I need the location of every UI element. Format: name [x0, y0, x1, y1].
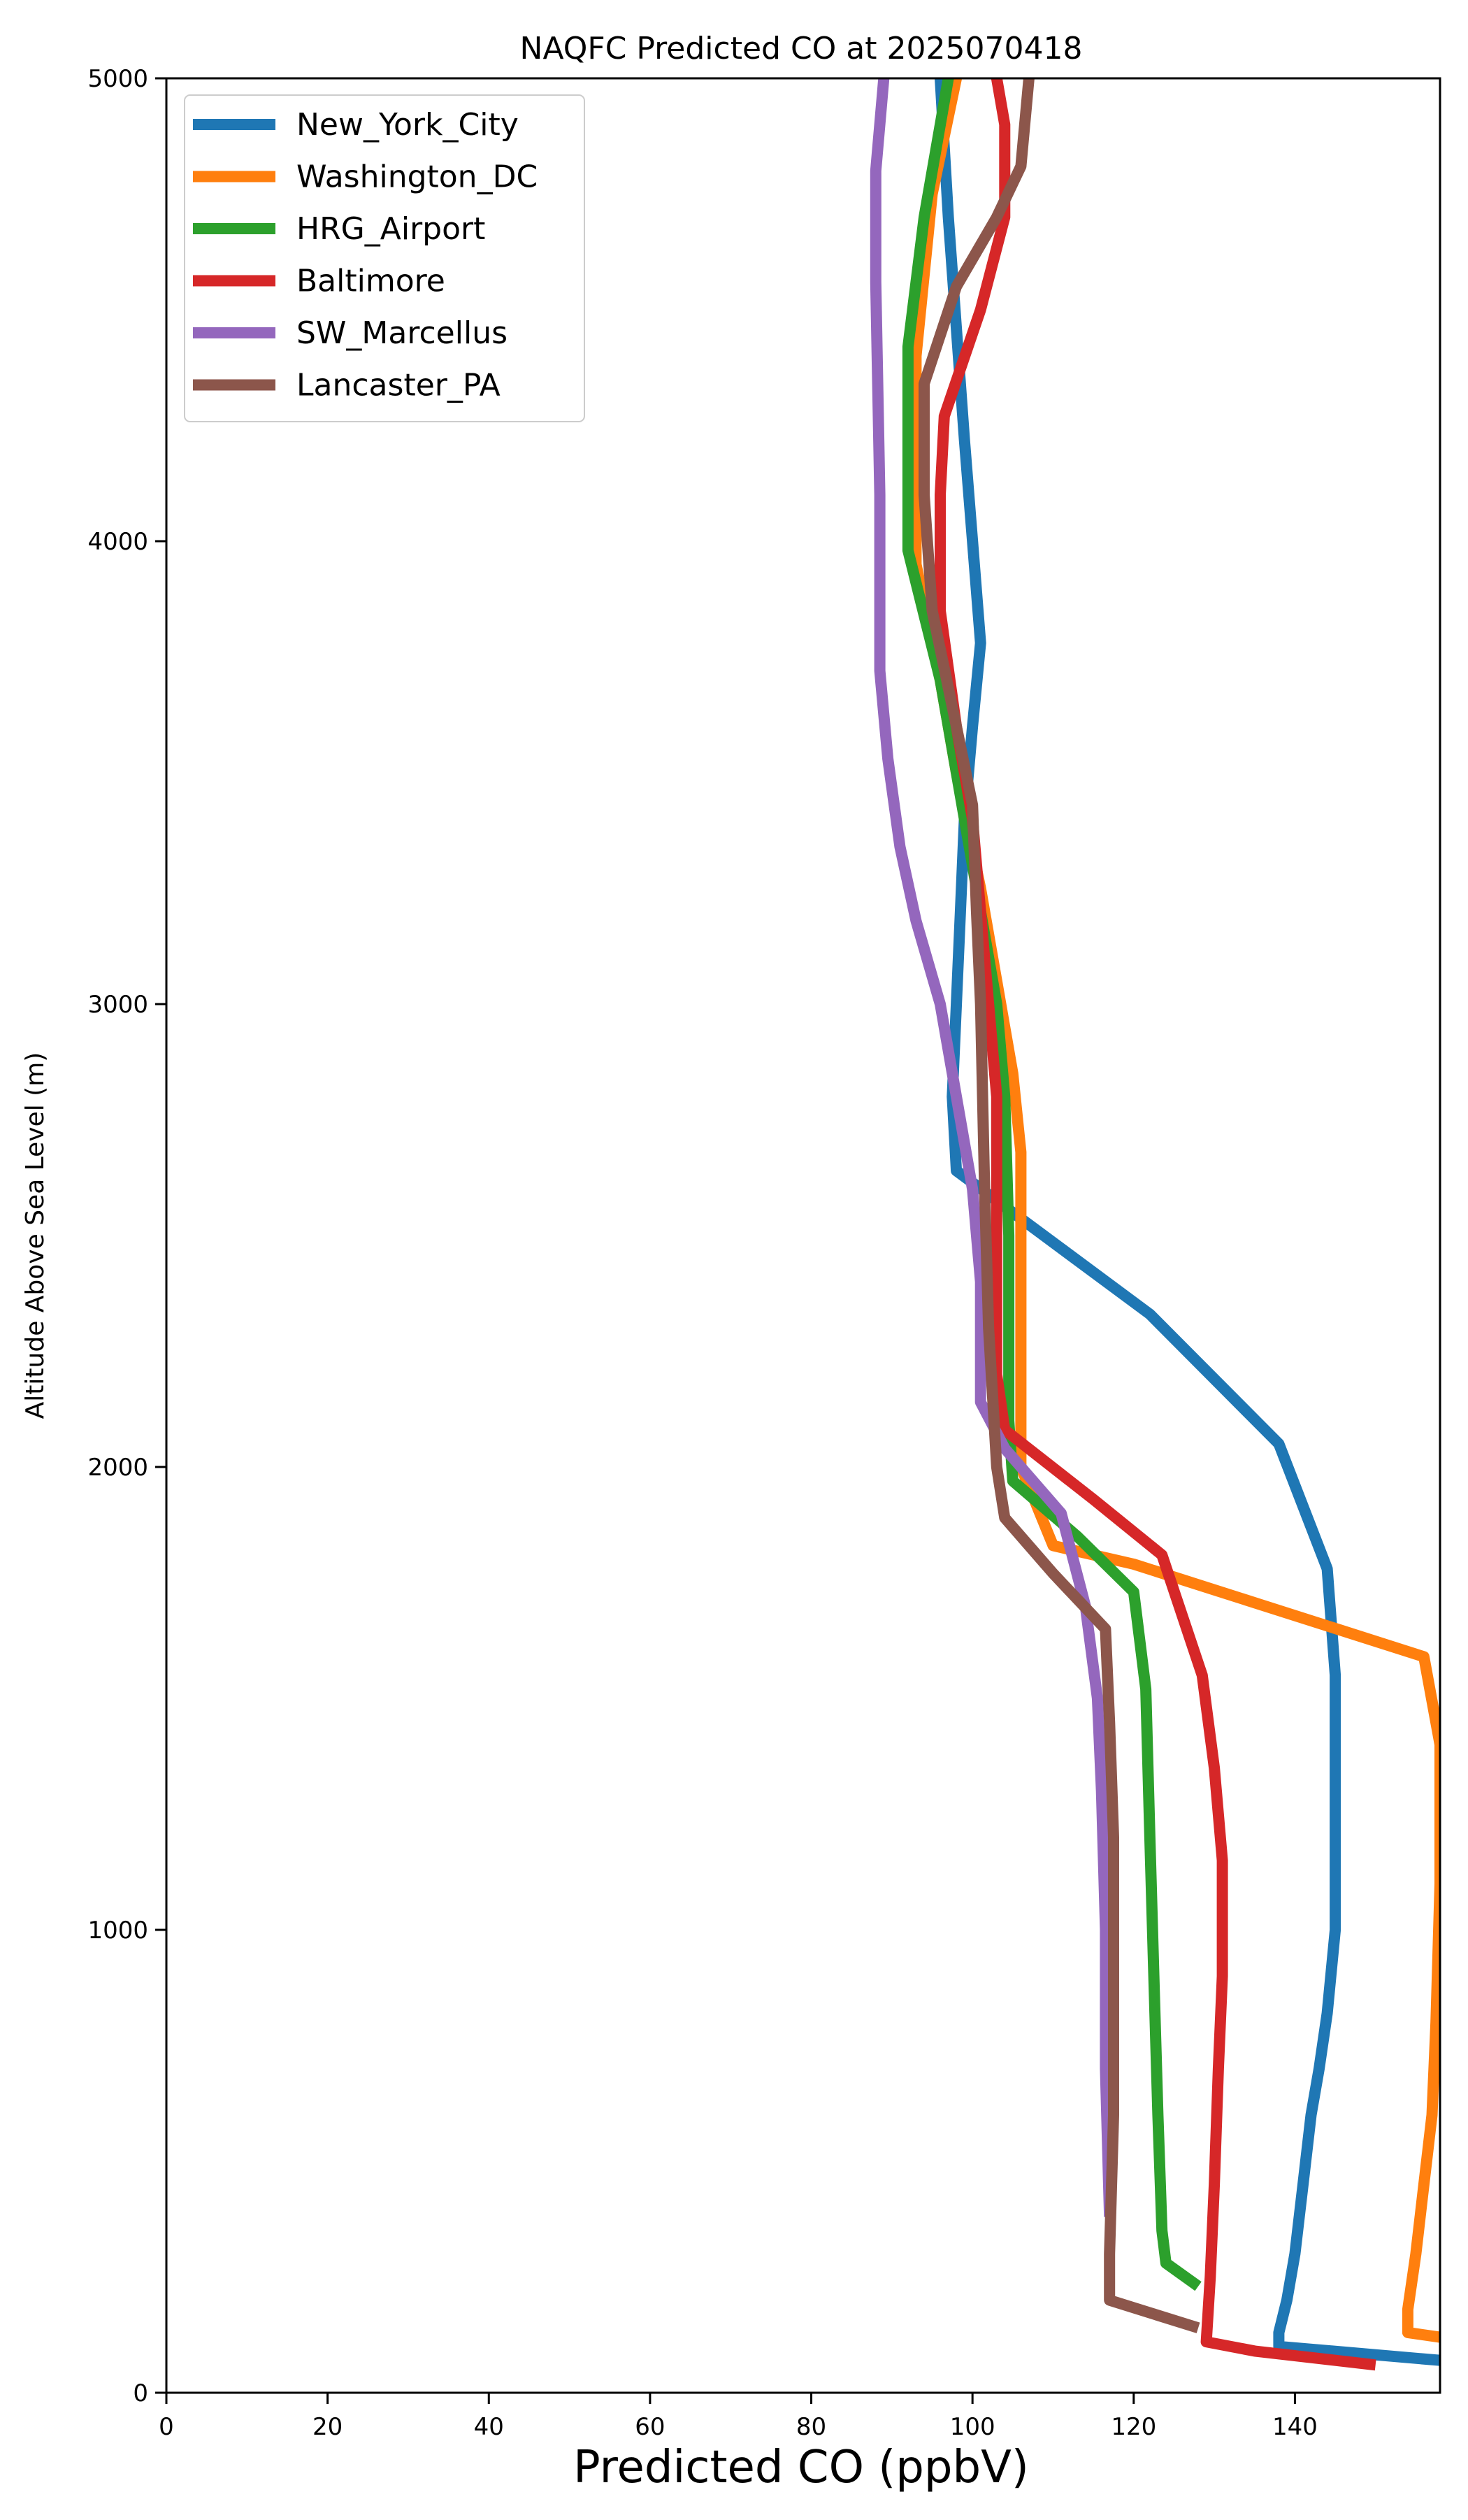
legend: New_York_City Washington_DC HRG_Airport Bal…	[184, 94, 585, 422]
legend-item: HRG_Airport	[193, 211, 485, 247]
legend-label: New_York_City	[296, 107, 519, 143]
x-axis-label: Predicted CO (ppbV)	[573, 2442, 1029, 2493]
y-tick-label: 5000	[87, 65, 148, 93]
y-tick-label: 1000	[87, 1917, 148, 1945]
legend-item: Washington_DC	[193, 159, 538, 195]
legend-item: SW_Marcellus	[193, 315, 508, 351]
legend-box	[184, 94, 585, 422]
legend-label: Baltimore	[296, 264, 445, 299]
series-line-new-york-city	[935, 78, 1440, 2366]
plot-frame	[165, 77, 1441, 2394]
x-tick-label: 60	[635, 2413, 665, 2441]
legend-item: New_York_City	[193, 107, 519, 143]
legend-label: Lancaster_PA	[296, 368, 501, 403]
legend-label: SW_Marcellus	[296, 315, 508, 351]
y-axis-label: Altitude Above Sea Level (m)	[21, 1052, 50, 1419]
y-tick-label: 2000	[87, 1454, 148, 1482]
y-tick-label: 3000	[87, 991, 148, 1019]
series-lines	[870, 78, 1440, 2371]
legend-item: Lancaster_PA	[193, 368, 501, 403]
series-line-sw-marcellus	[870, 78, 1116, 2217]
x-tick-label: 80	[796, 2413, 826, 2441]
x-tick-label: 140	[1272, 2413, 1318, 2441]
x-tick-label: 120	[1111, 2413, 1156, 2441]
x-tick-label: 40	[474, 2413, 504, 2441]
series-line-hrg-airport	[902, 78, 1202, 2291]
legend-label: HRG_Airport	[296, 211, 485, 247]
series-line-baltimore	[935, 78, 1376, 2371]
x-tick-label: 100	[950, 2413, 995, 2441]
x-tick-label: 0	[159, 2413, 174, 2441]
series-line-lancaster-pa	[919, 78, 1200, 2333]
legend-label: Washington_DC	[296, 159, 538, 195]
y-tick-label: 4000	[87, 528, 148, 556]
y-tick-label: 0	[133, 2379, 148, 2407]
legend-item: Baltimore	[193, 264, 445, 299]
chart-title: NAQFC Predicted CO at 2025070418	[520, 31, 1083, 66]
x-tick-label: 20	[312, 2413, 343, 2441]
